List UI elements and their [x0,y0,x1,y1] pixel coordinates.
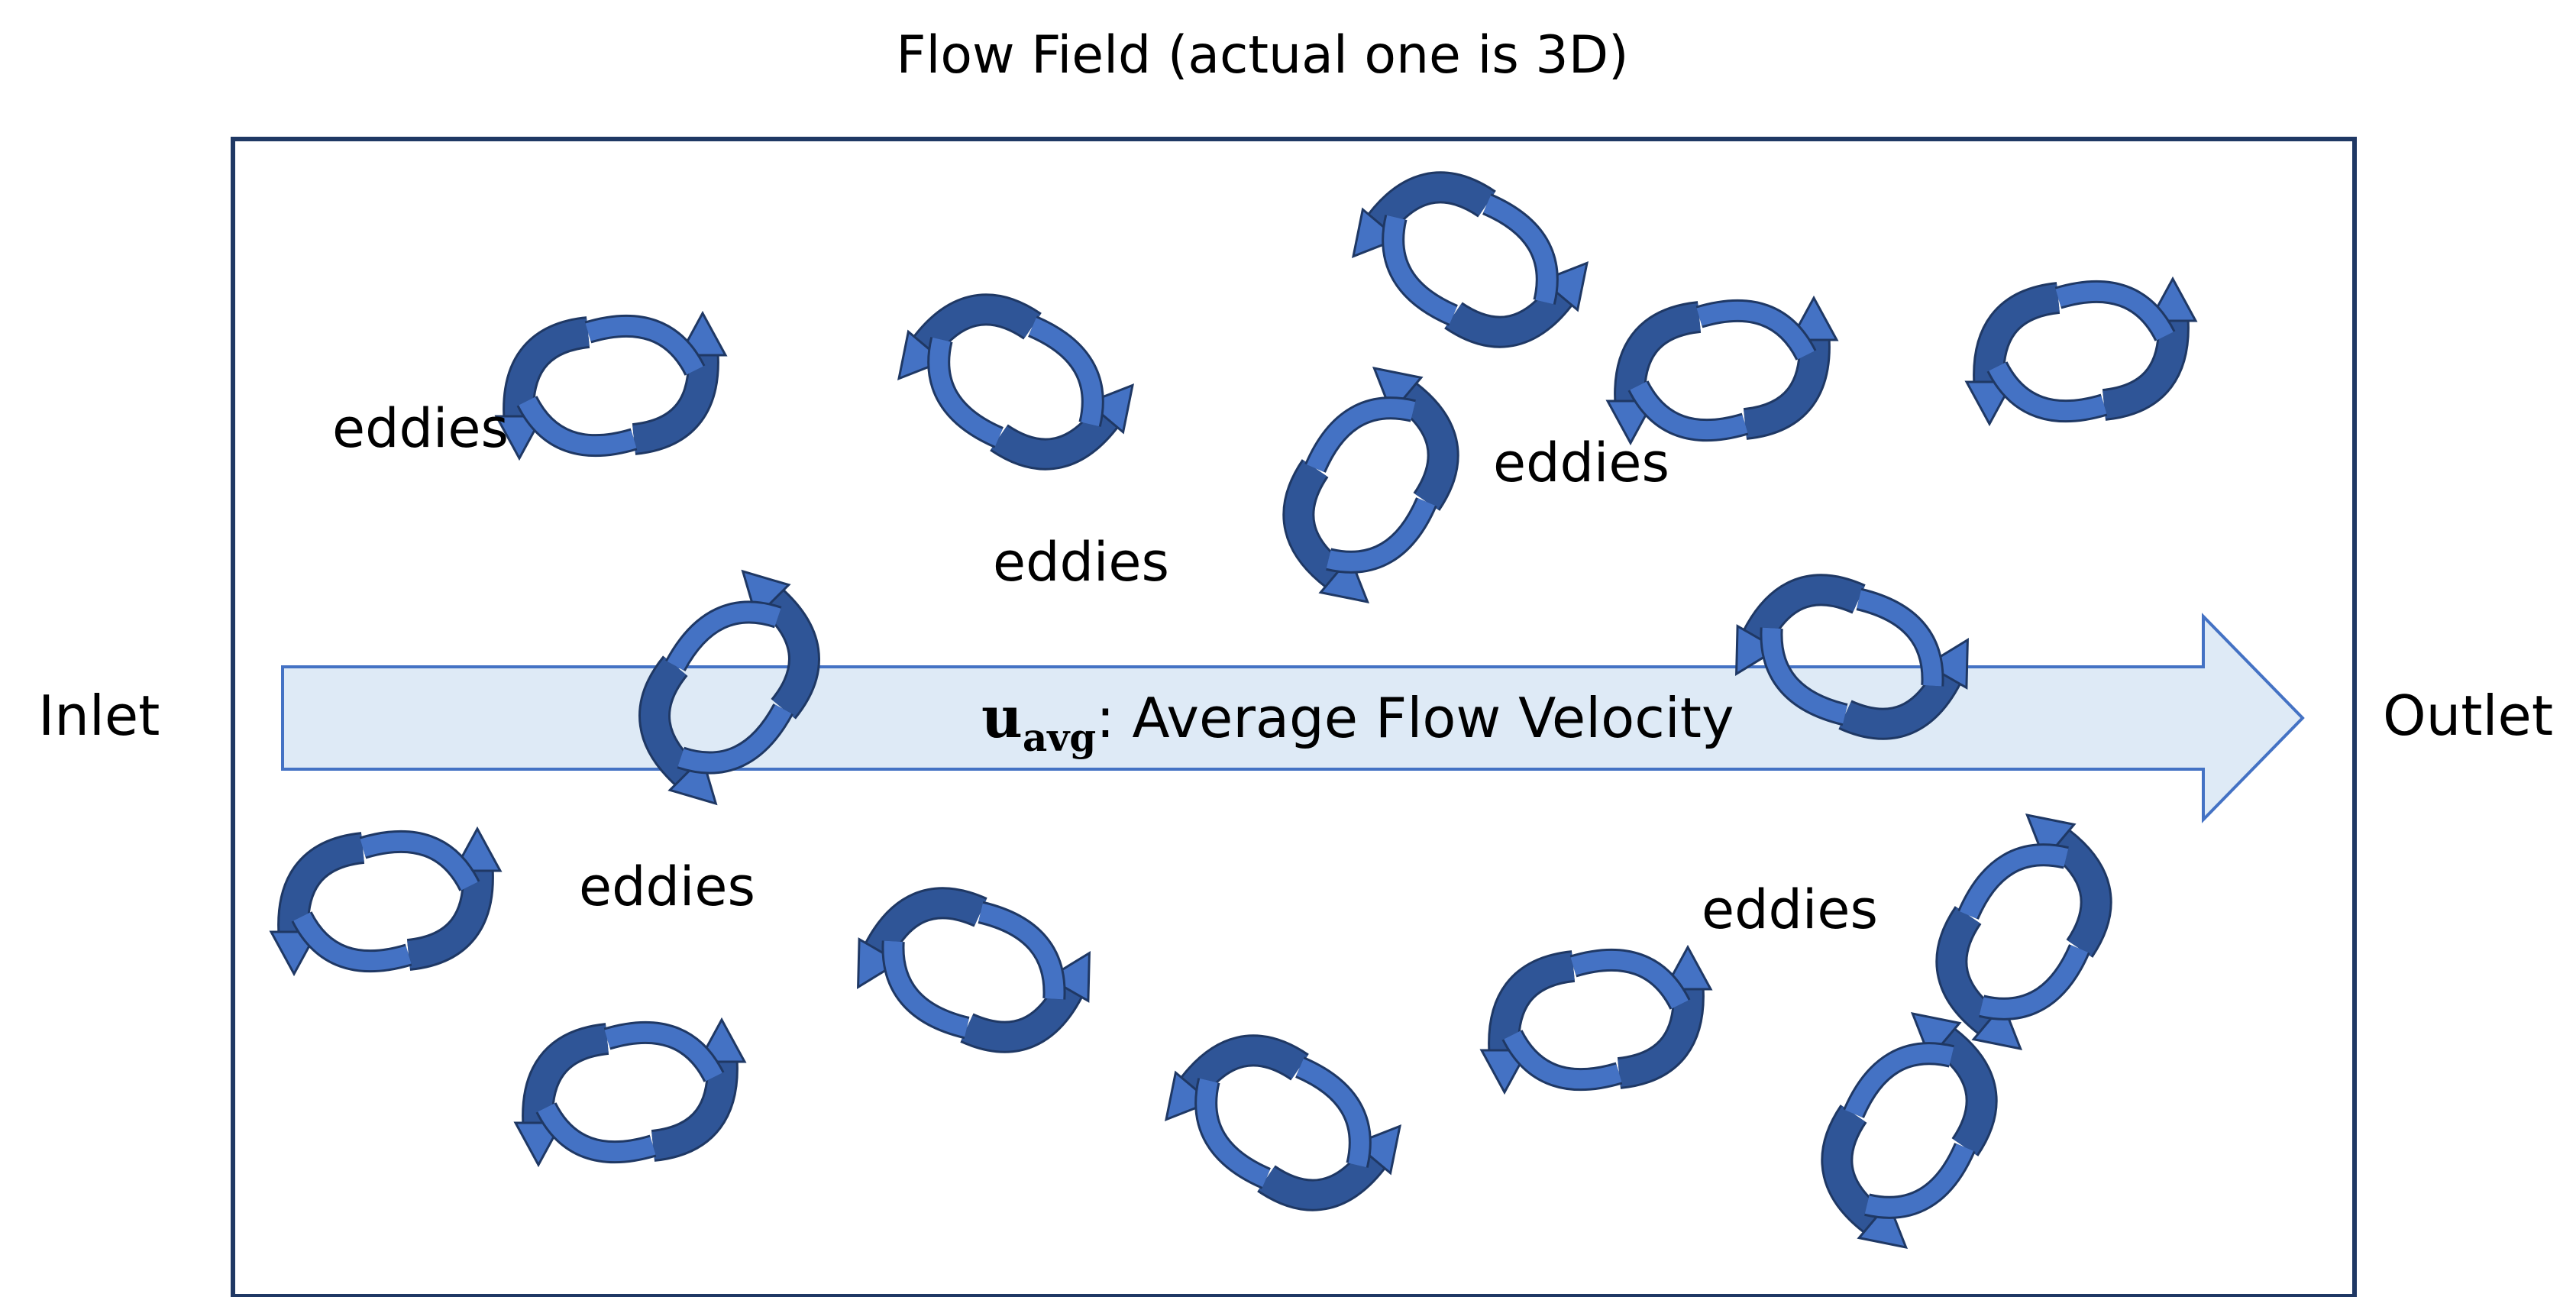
eddies-label-4: eddies [579,856,755,918]
eddy-11 [839,850,1110,1091]
inlet-label: Inlet [38,684,160,748]
eddy-13 [1482,947,1711,1092]
eddy-12 [1149,994,1417,1252]
eddies-label-2: eddies [993,531,1169,594]
eddy-5 [1608,298,1837,443]
velocity-caption: : Average Flow Velocity [1096,686,1734,750]
eddy-3 [1336,131,1605,389]
eddy-2 [881,253,1150,511]
flow-field-frame [231,137,2357,1297]
eddy-10 [516,1020,745,1165]
eddies-label-1: eddies [332,397,509,460]
eddies-label-5: eddies [1702,878,1878,941]
eddy-1 [496,313,726,458]
eddies-label-3: eddies [1493,432,1669,494]
eddy-4 [1242,351,1500,619]
outlet-label: Outlet [2383,684,2553,748]
average-velocity-label: uavg: Average Flow Velocity [981,685,1734,760]
diagram-title: Flow Field (actual one is 3D) [896,25,1628,86]
eddy-9 [271,829,500,974]
eddy-6 [1967,279,2196,424]
velocity-subscript: avg [1023,715,1096,760]
velocity-symbol: u [981,685,1023,751]
